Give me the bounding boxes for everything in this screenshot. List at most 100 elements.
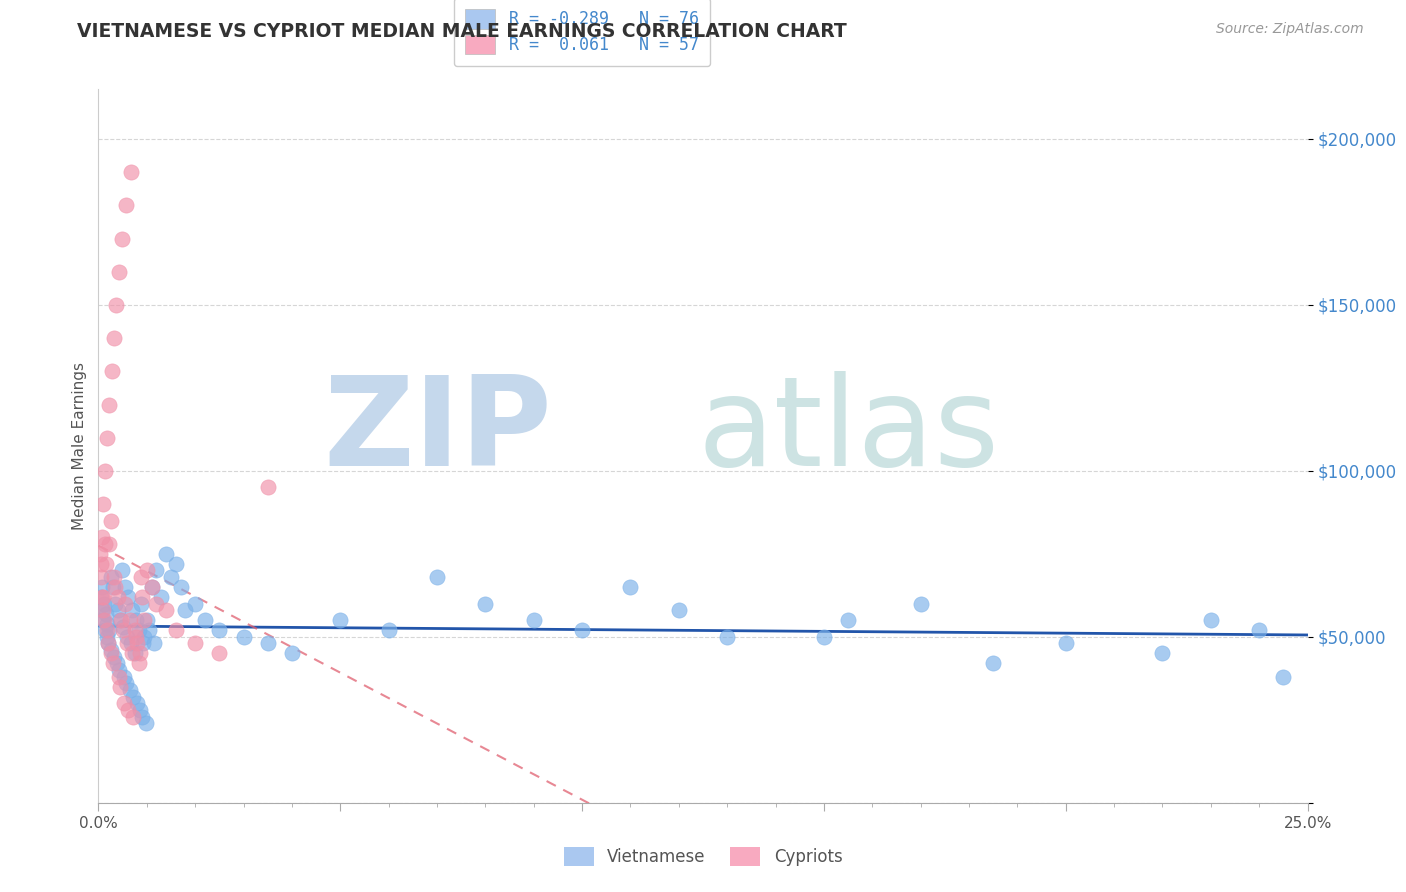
Point (145, 564, 167, 578)
Point (813, 630, 835, 644)
Point (910, 597, 932, 611)
Point (131, 590, 153, 604)
Point (90, 570, 112, 584)
Point (141, 580, 163, 594)
Point (281, 647, 304, 661)
Point (91, 580, 114, 594)
Point (101, 364, 124, 378)
Point (155, 547, 177, 561)
Point (93, 464, 115, 478)
Point (117, 636, 139, 650)
Point (114, 597, 136, 611)
Point (96, 624, 118, 638)
Point (127, 696, 149, 710)
Point (114, 580, 136, 594)
Point (128, 657, 150, 671)
Point (138, 624, 160, 638)
Point (125, 613, 148, 627)
Point (91, 590, 114, 604)
Point (89, 547, 111, 561)
Point (129, 570, 152, 584)
Point (96, 616, 118, 631)
Point (134, 613, 156, 627)
Point (111, 624, 134, 638)
Point (91, 613, 114, 627)
Point (111, 620, 134, 634)
Point (571, 624, 593, 638)
Point (96, 431, 118, 445)
Point (1199, 613, 1222, 627)
Point (108, 613, 131, 627)
Point (90, 590, 112, 604)
Point (101, 657, 124, 671)
Point (117, 590, 139, 604)
Point (141, 580, 163, 594)
Point (101, 580, 124, 594)
Point (124, 647, 146, 661)
Point (110, 613, 132, 627)
Point (100, 514, 122, 528)
Legend: R = -0.289   N = 76, R =  0.061   N = 57: R = -0.289 N = 76, R = 0.061 N = 57 (454, 0, 710, 66)
Y-axis label: Median Male Earnings: Median Male Earnings (72, 362, 87, 530)
Point (523, 613, 546, 627)
Point (90, 557, 112, 571)
Point (232, 630, 254, 644)
Point (169, 580, 191, 594)
Point (118, 613, 141, 627)
Point (256, 481, 278, 495)
Point (112, 670, 135, 684)
Point (122, 690, 145, 704)
Point (1054, 636, 1077, 650)
Point (93, 624, 115, 638)
Point (128, 624, 150, 638)
Point (104, 580, 127, 594)
Point (94, 557, 117, 571)
Point (103, 649, 125, 664)
Point (128, 703, 150, 717)
Point (127, 636, 149, 650)
Point (93, 613, 115, 627)
Point (981, 657, 1004, 671)
Point (208, 647, 231, 661)
Point (150, 590, 173, 604)
Point (105, 298, 128, 312)
Point (716, 630, 738, 644)
Point (1152, 647, 1174, 661)
Point (329, 613, 352, 627)
Point (98, 624, 121, 638)
Point (97, 636, 120, 650)
Point (160, 570, 183, 584)
Point (117, 703, 139, 717)
Point (112, 696, 135, 710)
Point (135, 564, 157, 578)
Point (103, 570, 125, 584)
Point (124, 624, 146, 638)
Text: atlas: atlas (697, 371, 1000, 492)
Point (108, 265, 131, 279)
Point (132, 636, 155, 650)
Point (91, 530, 114, 544)
Point (619, 580, 641, 594)
Point (118, 682, 141, 697)
Point (107, 663, 129, 677)
Point (100, 570, 122, 584)
Point (143, 636, 166, 650)
Point (668, 603, 690, 617)
Point (184, 597, 207, 611)
Point (145, 597, 167, 611)
Point (107, 670, 129, 684)
Point (121, 603, 143, 617)
Point (97, 636, 120, 650)
Point (155, 603, 177, 617)
Point (90, 603, 112, 617)
Point (104, 597, 127, 611)
Point (117, 630, 139, 644)
Point (91, 497, 114, 511)
Point (91, 603, 114, 617)
Text: ZIP: ZIP (323, 371, 551, 492)
Point (96, 630, 118, 644)
Point (129, 597, 152, 611)
Point (107, 603, 129, 617)
Point (124, 630, 146, 644)
Point (135, 613, 157, 627)
